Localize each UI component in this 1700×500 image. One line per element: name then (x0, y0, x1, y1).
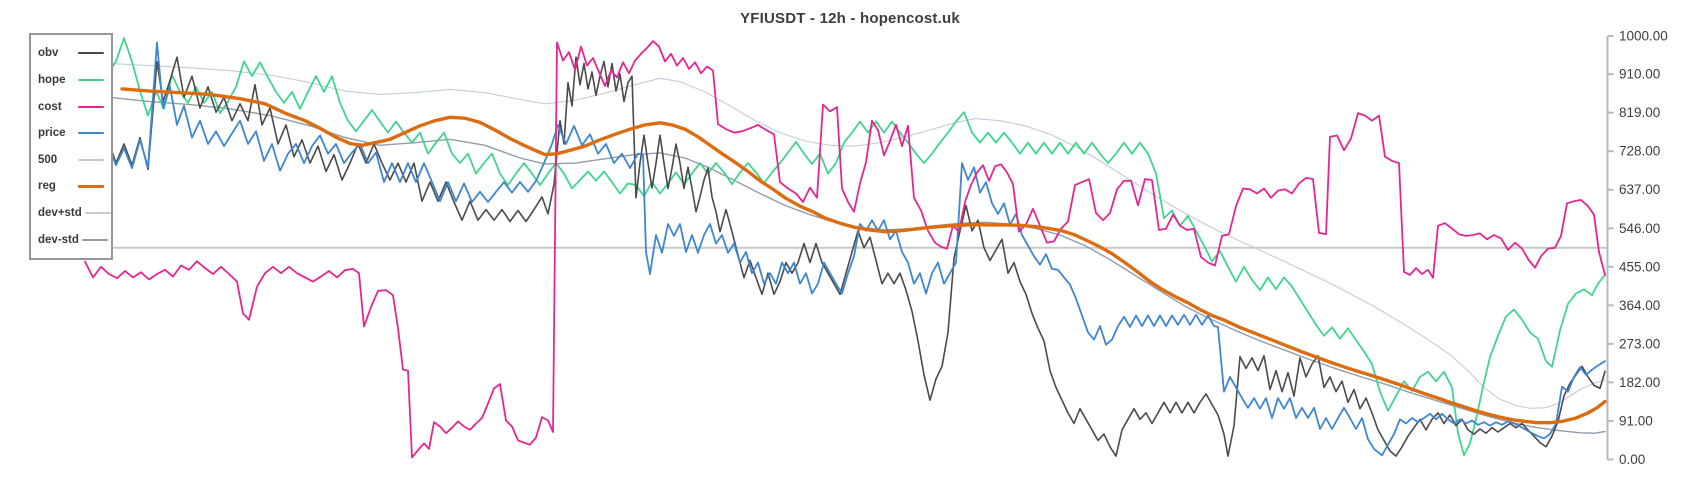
legend-item-hope[interactable]: hope (38, 74, 104, 86)
y-tick-label: 182.00 (1619, 375, 1660, 390)
legend-label: dev+std (38, 207, 82, 220)
legend-item-obv[interactable]: obv (38, 47, 104, 59)
y-tick-label: 728.00 (1619, 144, 1660, 159)
series-line-reg (120, 87, 1607, 425)
series-line-price (107, 41, 1606, 457)
y-tick-label: 546.00 (1619, 221, 1660, 236)
y-tick-label: 819.00 (1619, 105, 1660, 120)
y-tick-label: 364.00 (1619, 298, 1660, 313)
legend-label: cost (38, 100, 62, 113)
legend-item-cost[interactable]: cost (38, 101, 104, 113)
legend-item-500[interactable]: 500 (38, 154, 104, 166)
y-tick-label: 637.00 (1619, 182, 1660, 197)
y-tick-label: 1000.00 (1619, 29, 1668, 44)
legend-label: price (38, 127, 66, 140)
chart-title: YFIUSDT - 12h - hopencost.uk (740, 10, 960, 27)
legend-item-reg[interactable]: reg (38, 180, 104, 192)
legend-swatch-price (78, 132, 104, 135)
legend-swatch-dev-std (84, 212, 111, 215)
legend-swatch-obv (78, 52, 104, 55)
legend-label: hope (38, 73, 66, 86)
series-line-dev-std (109, 96, 1606, 434)
y-tick-label: 910.00 (1619, 67, 1660, 82)
legend-swatch-cost (78, 105, 104, 108)
legend-item-dev-std[interactable]: dev-std (38, 233, 108, 246)
y-tick-label: 91.00 (1619, 413, 1653, 428)
series-line-dev-std (109, 62, 1606, 409)
series-line-hope (107, 37, 1606, 457)
legend-item-dev-std[interactable]: dev+std (38, 207, 111, 220)
legend-swatch-reg (78, 184, 104, 188)
legend-label: dev-std (38, 233, 79, 246)
y-tick-label: 0.00 (1619, 452, 1645, 467)
y-tick-label: 455.00 (1619, 259, 1660, 274)
legend-swatch-hope (78, 78, 104, 81)
y-tick-label: 273.00 (1619, 336, 1660, 351)
series-line-obv (107, 56, 1606, 457)
legend-swatch-dev-std (81, 238, 108, 241)
legend-label: obv (38, 47, 59, 60)
legend-swatch-500 (78, 158, 104, 161)
legend-label: reg (38, 180, 56, 193)
legend: obv hope cost price 500 reg dev+std dev-std (29, 33, 113, 260)
legend-label: 500 (38, 153, 58, 166)
legend-item-price[interactable]: price (38, 127, 104, 139)
series-line-cost (84, 40, 1606, 459)
